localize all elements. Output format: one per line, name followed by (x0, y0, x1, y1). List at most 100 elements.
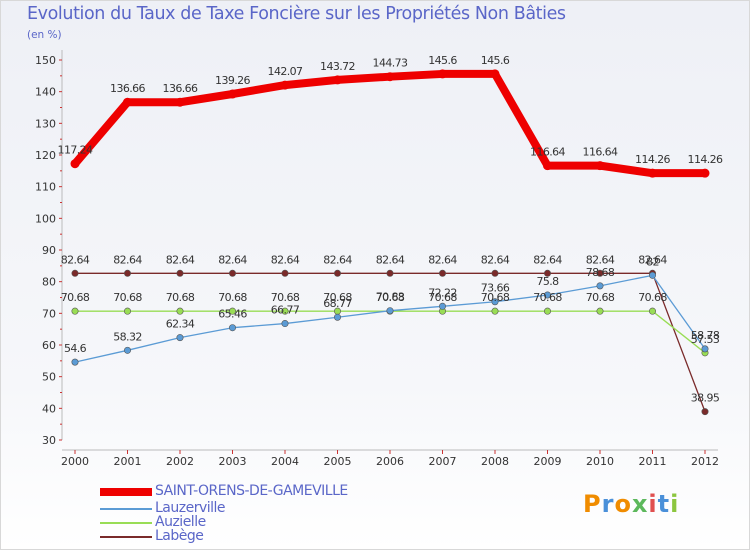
data-point (124, 307, 132, 315)
data-point (595, 161, 605, 171)
legend-item: SAINT-ORENS-DE-GAMEVILLE (100, 483, 430, 499)
data-label: 68.77 (323, 297, 352, 310)
data-label: 70.68 (481, 291, 510, 304)
data-point (176, 307, 184, 315)
data-point (438, 269, 446, 277)
x-tick-label: 2005 (324, 455, 352, 468)
data-label: 70.68 (218, 291, 247, 304)
x-tick-label: 2010 (586, 455, 614, 468)
y-tick-label: 100 (35, 212, 56, 225)
logo-letter: i (670, 490, 680, 518)
data-label: 57.53 (691, 333, 720, 346)
data-label: 65.46 (218, 308, 247, 321)
data-label: 145.6 (481, 54, 510, 67)
x-tick-label: 2002 (166, 455, 194, 468)
data-label: 70.68 (166, 291, 195, 304)
data-label: 82.64 (376, 253, 405, 266)
data-label: 82.64 (481, 253, 510, 266)
data-point (543, 307, 551, 315)
data-point (281, 320, 289, 328)
y-tick-label: 70 (42, 307, 56, 320)
x-tick-label: 2008 (481, 455, 509, 468)
data-label: 78.68 (586, 266, 615, 279)
data-point (438, 302, 446, 310)
legend-swatch (100, 508, 152, 510)
data-label: 70.68 (638, 291, 667, 304)
legend-label: Labège (155, 528, 204, 544)
data-label: 38.95 (691, 392, 720, 405)
data-label: 70.68 (271, 291, 300, 304)
data-label: 143.72 (320, 60, 355, 73)
data-point (175, 97, 185, 107)
data-point (490, 69, 500, 79)
data-point (70, 159, 80, 169)
y-tick-label: 140 (35, 86, 56, 99)
data-point (596, 269, 604, 277)
data-point (176, 269, 184, 277)
data-point (491, 269, 499, 277)
data-point (543, 161, 552, 171)
data-label: 70.68 (428, 291, 457, 304)
data-label: 136.66 (110, 82, 145, 95)
legend-label: SAINT-ORENS-DE-GAMEVILLE (155, 483, 348, 499)
data-point (229, 269, 237, 277)
data-label: 82.64 (428, 253, 457, 266)
legend-swatch (100, 488, 152, 496)
data-label: 62.34 (166, 318, 195, 331)
legend-swatch (100, 522, 152, 524)
data-label: 114.26 (688, 153, 723, 166)
data-point (280, 80, 290, 90)
data-point (281, 269, 289, 277)
x-tick-label: 2009 (534, 455, 562, 468)
logo-letter: i (648, 490, 658, 518)
data-point (596, 307, 604, 315)
data-point (176, 334, 184, 342)
chart-title: Evolution du Taux de Taxe Foncière sur l… (27, 4, 566, 24)
y-tick-label: 60 (42, 339, 56, 352)
logo-letter: o (614, 490, 632, 518)
data-label: 70.68 (323, 291, 352, 304)
data-point (385, 72, 395, 82)
data-point (333, 75, 342, 85)
logo-letter: x (631, 490, 649, 518)
data-point (648, 271, 656, 279)
y-tick-label: 120 (35, 149, 56, 162)
chart-subtitle: (en %) (27, 29, 62, 41)
y-tick-label: 90 (42, 244, 56, 257)
data-point (333, 269, 341, 277)
x-tick-label: 2007 (429, 455, 457, 468)
series-labels: 82.64 82.64 82.64 82.64 82.64 82.64 82.64 82.64… (58, 54, 724, 405)
data-label: 145.6 (428, 54, 457, 67)
logo-letter: P (583, 490, 602, 518)
data-label: 116.64 (530, 146, 565, 159)
data-label: 82.64 (271, 253, 300, 266)
legend-label: Auzielle (155, 514, 206, 530)
legend-label: Lauzerville (155, 500, 226, 516)
proxiti-logo: Proxiti (583, 490, 679, 518)
data-point (71, 269, 79, 277)
data-point (123, 97, 132, 107)
x-tick-label: 2012 (691, 455, 719, 468)
data-label: 82 (646, 255, 659, 268)
data-label: 72.22 (428, 286, 457, 299)
data-label: 66.77 (271, 304, 300, 317)
y-tick-label: 40 (42, 402, 56, 415)
data-label: 144.73 (373, 57, 408, 70)
data-label: 73.66 (481, 282, 510, 295)
data-label: 70.83 (376, 291, 405, 304)
data-point (229, 324, 237, 332)
data-label: 70.68 (586, 291, 615, 304)
y-tick-label: 130 (35, 117, 56, 130)
x-tick-label: 2001 (114, 455, 142, 468)
data-label: 54.6 (64, 342, 87, 355)
x-tick-label: 2011 (639, 455, 667, 468)
data-label: 82.64 (533, 253, 562, 266)
data-label: 82.64 (166, 253, 195, 266)
data-point (228, 89, 237, 99)
data-point (438, 69, 447, 79)
series-points (70, 69, 710, 416)
data-point (124, 269, 132, 277)
data-label: 82.64 (586, 253, 615, 266)
legend-item: Auzielle (100, 514, 430, 530)
